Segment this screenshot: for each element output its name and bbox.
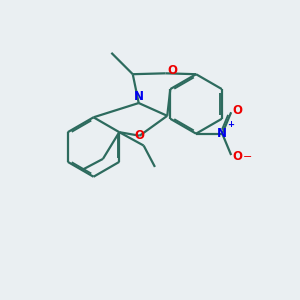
Text: O: O [135,129,145,142]
Text: O: O [167,64,177,77]
Text: O: O [233,104,243,117]
Text: +: + [227,120,234,129]
Text: −: − [243,152,252,161]
Text: O: O [233,150,243,163]
Text: N: N [134,90,144,103]
Text: N: N [217,127,226,140]
